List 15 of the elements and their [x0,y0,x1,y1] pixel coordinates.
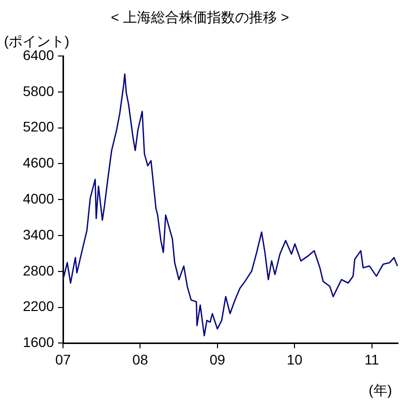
x-tick-label: 10 [286,351,303,368]
y-tick-label: 5800 [22,82,54,99]
x-tick-label: 07 [55,351,71,368]
chart-title: < 上海総合株価指数の推移 > [110,9,290,27]
x-tick-label: 11 [364,351,380,368]
y-tick-label: 4000 [22,190,54,206]
x-tick-label: 09 [210,351,226,368]
y-tick-label: 5200 [22,118,54,135]
y-tick-label: 3400 [22,226,54,242]
y-tick-label: 1600 [22,334,54,350]
y-tick-label: 2200 [22,298,54,314]
y-tick-label: 4600 [22,154,54,171]
y-tick-label: 2800 [22,262,54,278]
x-axis-title: (年) [368,382,392,400]
x-tick-label: 08 [132,351,148,368]
